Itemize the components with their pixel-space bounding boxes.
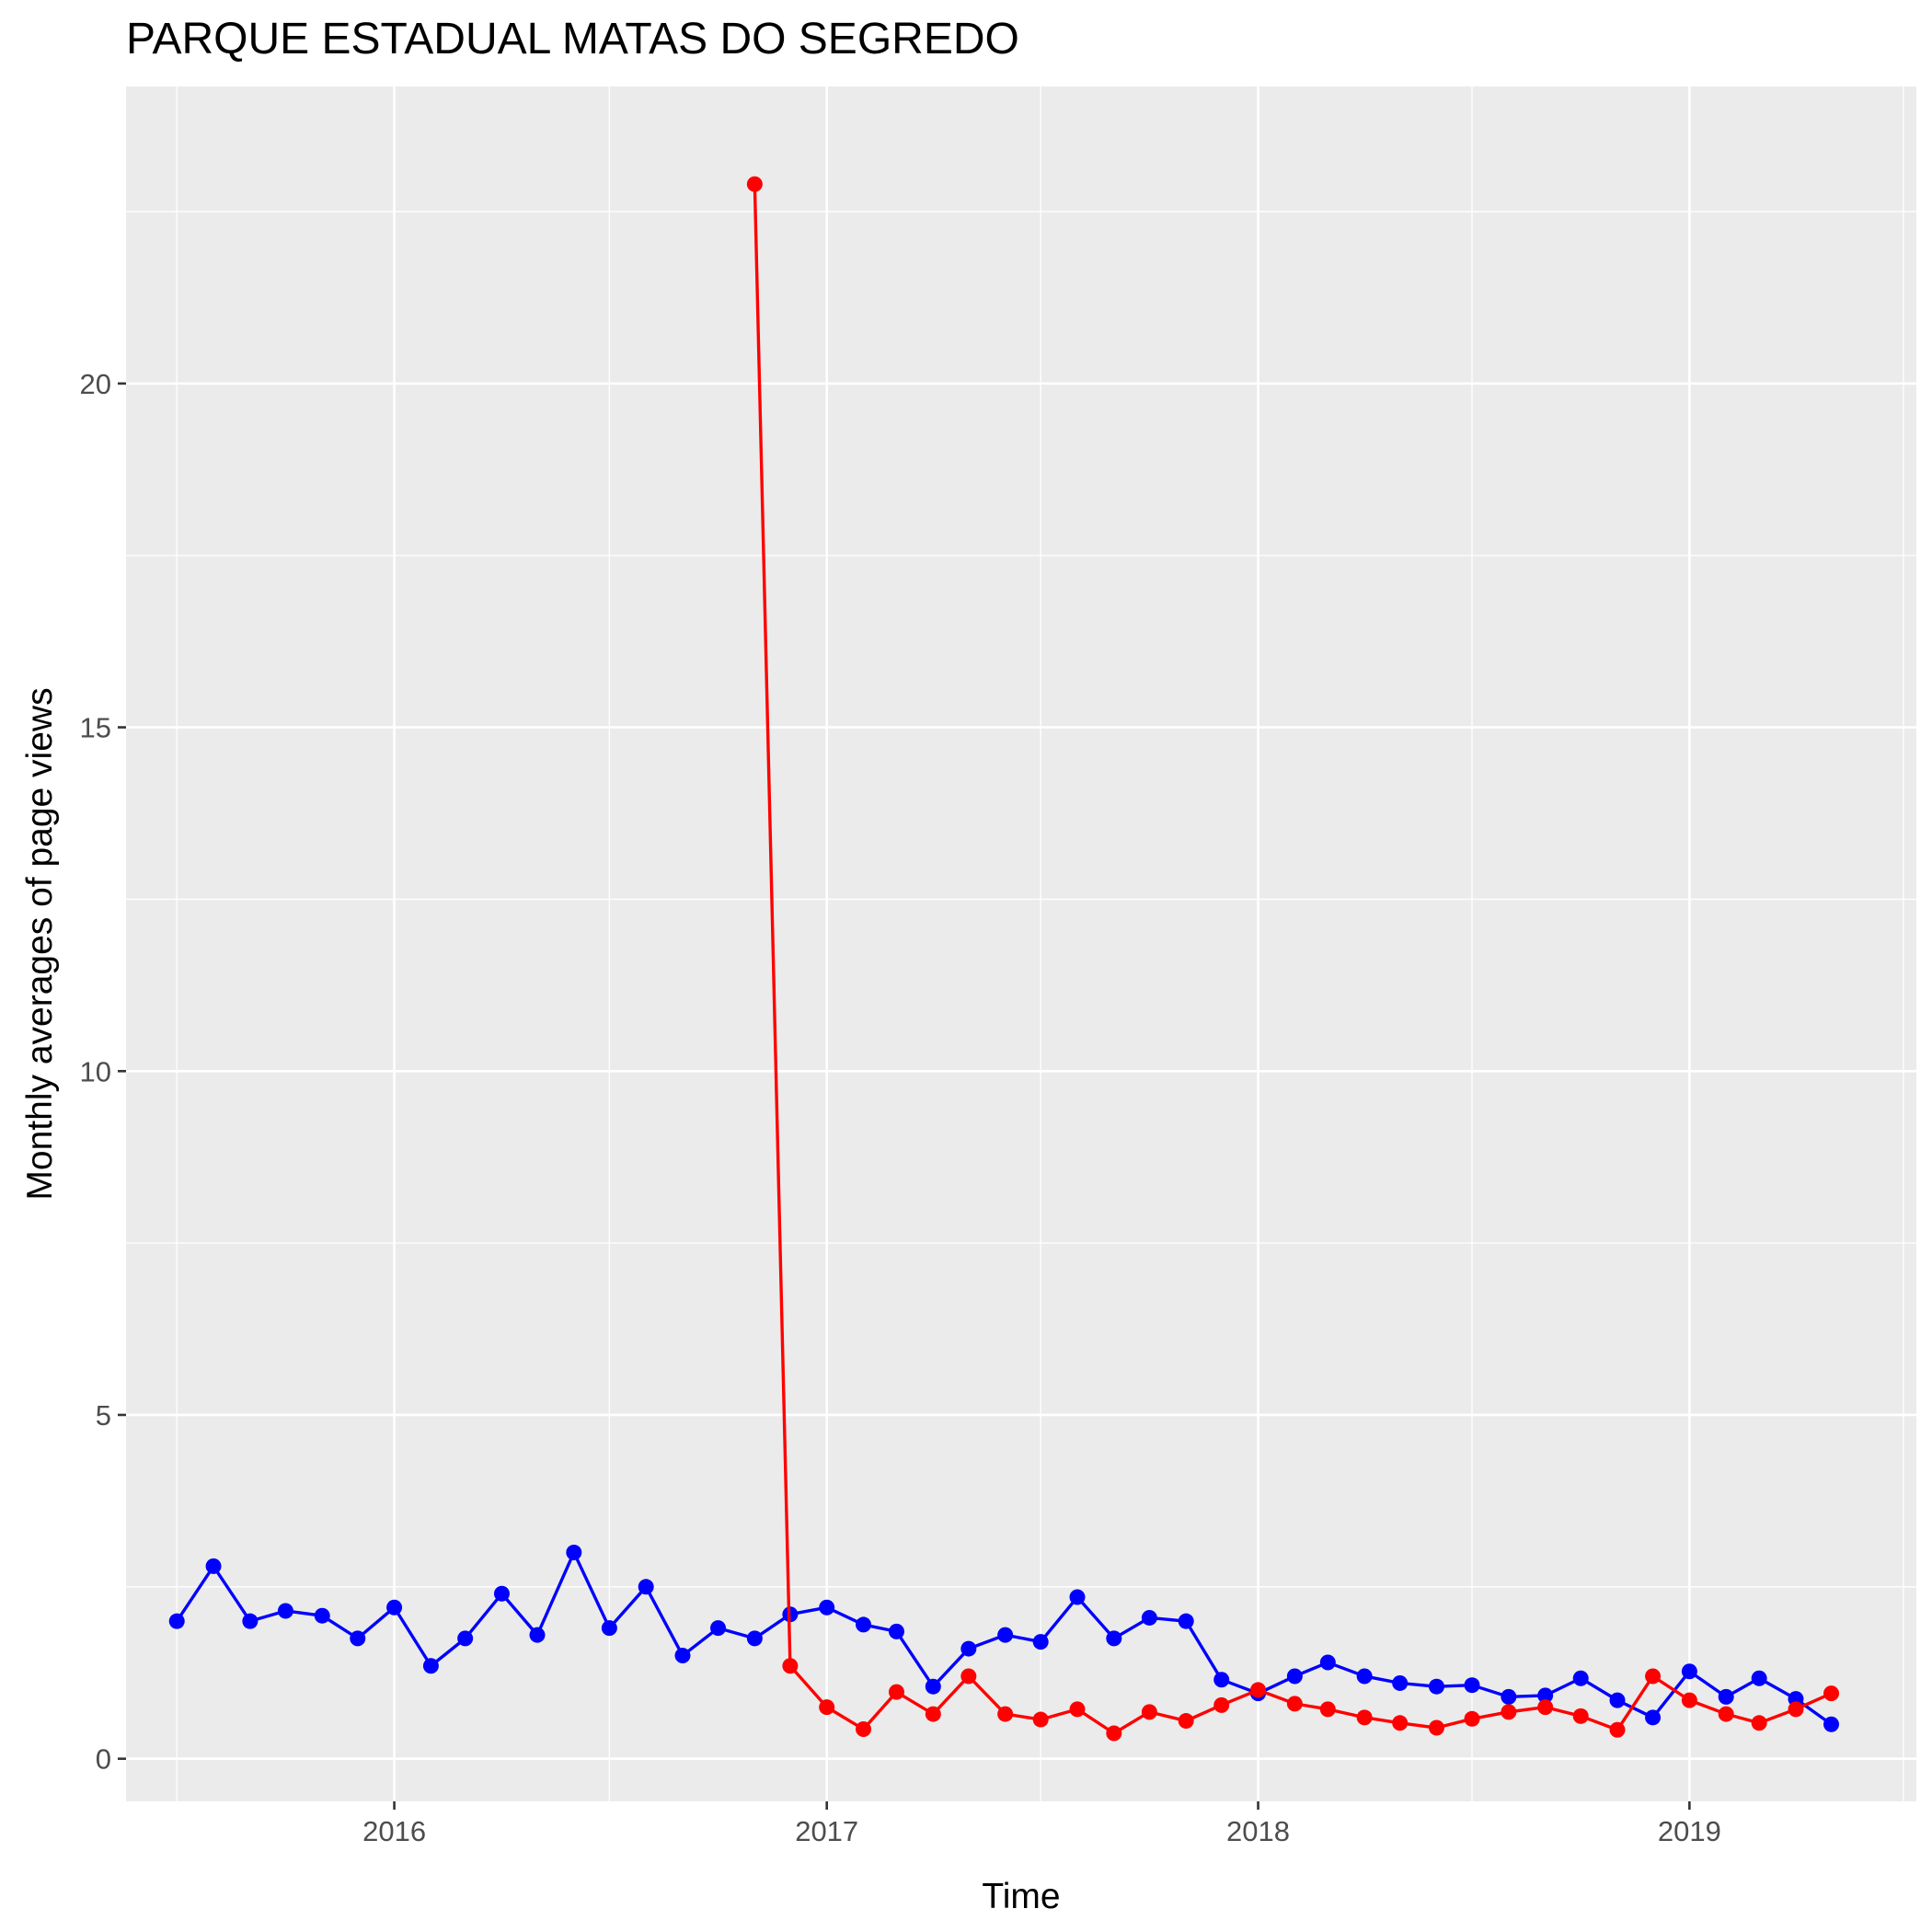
data-point bbox=[1069, 1589, 1086, 1605]
data-point bbox=[1464, 1710, 1480, 1727]
data-point bbox=[1250, 1682, 1267, 1698]
data-point bbox=[856, 1616, 872, 1633]
data-point bbox=[1392, 1674, 1409, 1691]
x-tick-label: 2018 bbox=[1226, 1815, 1290, 1847]
y-axis-title: Monthly averages of page views bbox=[20, 687, 60, 1200]
data-point bbox=[1645, 1668, 1662, 1685]
data-point bbox=[674, 1648, 691, 1664]
data-point bbox=[782, 1658, 799, 1674]
data-point bbox=[1501, 1704, 1517, 1720]
x-tick-label: 2017 bbox=[795, 1815, 858, 1847]
data-point bbox=[1141, 1704, 1157, 1720]
data-point bbox=[1392, 1715, 1409, 1731]
data-point bbox=[819, 1599, 835, 1616]
data-point bbox=[1788, 1701, 1804, 1718]
chart-title: PARQUE ESTADUAL MATAS DO SEGREDO bbox=[126, 15, 1019, 63]
data-point bbox=[1464, 1677, 1480, 1694]
series-1 bbox=[168, 1544, 1840, 1732]
data-point bbox=[638, 1579, 654, 1595]
data-point bbox=[1032, 1711, 1049, 1728]
data-point bbox=[1069, 1701, 1086, 1718]
data-point bbox=[1537, 1687, 1554, 1704]
data-point bbox=[277, 1603, 293, 1619]
data-point bbox=[601, 1620, 617, 1637]
data-point bbox=[1429, 1678, 1444, 1695]
minor-grid bbox=[126, 86, 1916, 1801]
data-point bbox=[168, 1613, 185, 1629]
x-axis: 2016 2017 2018 2019 bbox=[362, 1801, 1721, 1847]
data-point bbox=[1356, 1709, 1373, 1726]
y-tick-label: 15 bbox=[80, 712, 111, 744]
data-point bbox=[746, 1630, 763, 1647]
data-point bbox=[1537, 1699, 1554, 1716]
data-point bbox=[1572, 1708, 1589, 1724]
data-point bbox=[1751, 1670, 1767, 1686]
data-point bbox=[1178, 1613, 1194, 1629]
data-point bbox=[856, 1721, 872, 1738]
data-point bbox=[386, 1599, 403, 1616]
data-point bbox=[888, 1623, 904, 1639]
x-tick-label: 2019 bbox=[1658, 1815, 1721, 1847]
data-point bbox=[1823, 1716, 1840, 1732]
data-point bbox=[1718, 1706, 1734, 1722]
data-point bbox=[1681, 1663, 1697, 1680]
data-point bbox=[1106, 1630, 1122, 1647]
data-point bbox=[1609, 1721, 1626, 1738]
series-layer bbox=[168, 176, 1840, 1742]
y-tick-label: 5 bbox=[96, 1399, 111, 1432]
data-point bbox=[746, 176, 763, 192]
data-point bbox=[566, 1544, 582, 1560]
x-tick-label: 2016 bbox=[362, 1815, 426, 1847]
data-point bbox=[888, 1684, 904, 1700]
data-point bbox=[1178, 1713, 1194, 1730]
data-point bbox=[1429, 1719, 1444, 1736]
data-point bbox=[242, 1613, 259, 1629]
data-point bbox=[350, 1630, 366, 1647]
major-grid bbox=[126, 86, 1916, 1801]
x-axis-title: Time bbox=[982, 1877, 1060, 1916]
data-point bbox=[1751, 1715, 1767, 1731]
data-point bbox=[819, 1699, 835, 1716]
data-point bbox=[997, 1627, 1014, 1643]
data-point bbox=[314, 1607, 330, 1624]
data-point bbox=[1681, 1692, 1697, 1708]
y-tick-label: 10 bbox=[80, 1055, 111, 1087]
data-point bbox=[925, 1706, 941, 1722]
data-point bbox=[1286, 1696, 1303, 1712]
data-point bbox=[1718, 1688, 1734, 1705]
data-point bbox=[960, 1668, 977, 1685]
data-point bbox=[422, 1658, 439, 1674]
y-tick-label: 20 bbox=[80, 368, 111, 400]
data-point bbox=[1319, 1701, 1336, 1718]
data-point bbox=[960, 1640, 977, 1657]
data-point bbox=[1106, 1725, 1122, 1742]
data-point bbox=[1823, 1685, 1840, 1702]
data-point bbox=[1286, 1668, 1303, 1685]
data-point bbox=[1645, 1709, 1662, 1726]
y-axis: 0 5 10 15 20 bbox=[80, 368, 126, 1776]
data-point bbox=[1572, 1670, 1589, 1686]
data-point bbox=[1609, 1692, 1626, 1708]
series-2 bbox=[746, 176, 1840, 1742]
data-point bbox=[493, 1585, 510, 1602]
data-point bbox=[1356, 1668, 1373, 1685]
data-point bbox=[457, 1630, 474, 1647]
data-point bbox=[997, 1706, 1014, 1722]
data-point bbox=[529, 1627, 546, 1643]
plot-panel bbox=[126, 86, 1916, 1801]
data-point bbox=[1319, 1654, 1336, 1671]
y-tick-label: 0 bbox=[96, 1743, 111, 1776]
data-point bbox=[1213, 1672, 1230, 1688]
data-point bbox=[1141, 1609, 1157, 1626]
data-point bbox=[1032, 1634, 1049, 1650]
data-point bbox=[925, 1678, 941, 1695]
data-point bbox=[1501, 1688, 1517, 1705]
data-point bbox=[205, 1558, 222, 1574]
data-point bbox=[1213, 1696, 1230, 1713]
data-point bbox=[710, 1620, 727, 1637]
